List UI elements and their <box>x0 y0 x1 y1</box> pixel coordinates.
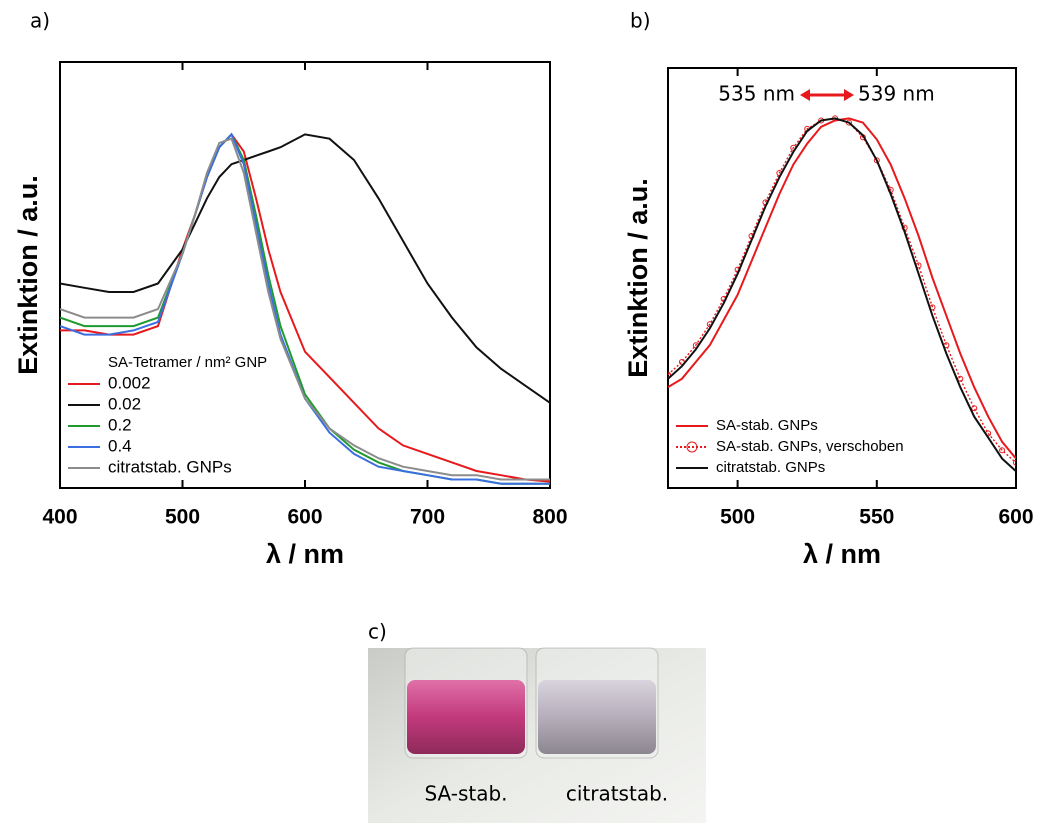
series-line <box>668 117 1016 464</box>
series-marker <box>999 447 1006 454</box>
x-tick-label: 400 <box>42 506 77 529</box>
photo-label: SA-stab. <box>424 782 507 806</box>
y-axis-label: Extinktion / a.u. <box>623 178 653 378</box>
series-line <box>668 117 1016 472</box>
legend-label: 0.02 <box>108 394 141 413</box>
series-line <box>60 132 550 483</box>
annotation-arrow <box>800 89 854 101</box>
vial-liquid <box>538 680 656 754</box>
photo: SA-stab. citratstab. c) <box>368 620 706 823</box>
x-tick-label: 700 <box>410 506 445 529</box>
x-tick-label: 800 <box>532 506 567 529</box>
panel-label: a) <box>30 9 50 33</box>
legend-label: SA-stab. GNPs <box>716 417 818 434</box>
legend-label: 0.2 <box>108 415 132 434</box>
legend-title: SA-Tetramer / nm² GNP <box>108 354 267 371</box>
series-marker <box>668 371 671 378</box>
x-tick-label: 500 <box>720 506 755 529</box>
annotation: 535 nm <box>718 82 795 106</box>
series-line <box>60 137 550 481</box>
photo-label: citratstab. <box>566 782 668 806</box>
x-tick-label: 550 <box>859 506 894 529</box>
legend-label: 0.002 <box>108 373 151 392</box>
legend-label: citratstab. GNPs <box>108 457 232 476</box>
series-marker <box>1013 459 1016 466</box>
plot-area <box>668 115 1016 472</box>
x-axis-label: λ / nm <box>266 539 344 569</box>
x-tick-label: 600 <box>998 506 1033 529</box>
series-line <box>668 117 1016 460</box>
y-axis-label: Extinktion / a.u. <box>13 175 43 375</box>
panel-label: b) <box>630 9 651 33</box>
series-line <box>60 132 550 485</box>
chart: 500 550 600 SA-stab. GNPs SA-stab. GNPs, ver… <box>623 9 1033 570</box>
series-marker <box>971 405 978 412</box>
legend-label: 0.4 <box>108 436 132 455</box>
x-tick-label: 500 <box>165 506 200 529</box>
plot-area <box>60 132 550 485</box>
x-axis-label: λ / nm <box>803 539 881 569</box>
x-tick-label: 600 <box>287 506 322 529</box>
series-line <box>60 132 550 485</box>
legend-label: SA-stab. GNPs, verschoben <box>716 438 904 455</box>
panel-label: c) <box>368 620 387 644</box>
series-line <box>60 133 550 404</box>
annotation: 539 nm <box>858 82 935 106</box>
legend-label: citratstab. GNPs <box>716 459 825 476</box>
vial-liquid <box>407 680 525 754</box>
plot-frame <box>667 67 1017 489</box>
plot-frame <box>59 61 551 489</box>
chart: 400 500 600 700 800 SA-Tetramer / nm² GNP 0.00… <box>13 9 567 570</box>
legend-marker <box>686 441 698 453</box>
